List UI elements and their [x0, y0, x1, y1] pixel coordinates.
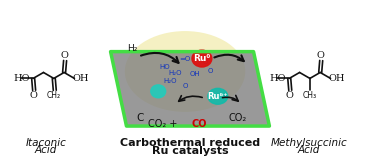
Text: O: O	[316, 51, 324, 60]
Text: Acid: Acid	[298, 145, 320, 155]
Text: O: O	[182, 83, 188, 89]
Text: H₂: H₂	[127, 44, 138, 53]
Text: OH: OH	[328, 74, 345, 83]
Text: HO: HO	[13, 74, 30, 83]
Text: H₂O: H₂O	[168, 70, 182, 76]
Text: O: O	[207, 68, 212, 74]
Text: Ru⁰: Ru⁰	[193, 54, 211, 63]
Text: Acid: Acid	[35, 145, 57, 155]
Text: Itaconic: Itaconic	[26, 138, 67, 148]
Text: CH₃: CH₃	[303, 91, 317, 100]
Text: Methylsuccinic: Methylsuccinic	[271, 138, 347, 148]
Text: HO: HO	[160, 64, 170, 70]
Text: CH₂: CH₂	[47, 91, 61, 100]
Ellipse shape	[151, 85, 166, 98]
Ellipse shape	[208, 88, 228, 104]
Text: Ru catalysts: Ru catalysts	[152, 146, 228, 156]
Text: HO: HO	[270, 74, 286, 83]
Polygon shape	[111, 52, 270, 126]
Text: O: O	[285, 91, 293, 100]
Text: O: O	[29, 91, 37, 100]
Text: O: O	[60, 51, 68, 60]
Text: CO₂ +: CO₂ +	[147, 119, 180, 129]
Text: =O: =O	[180, 56, 191, 62]
Text: OH: OH	[72, 74, 88, 83]
Ellipse shape	[192, 50, 212, 67]
Text: Carbothermal reduced: Carbothermal reduced	[120, 138, 260, 148]
Text: CO₂: CO₂	[229, 113, 247, 123]
Ellipse shape	[125, 32, 245, 111]
Text: Ruᵟ⁺: Ruᵟ⁺	[208, 92, 228, 101]
Text: O: O	[202, 59, 208, 65]
Text: OH: OH	[190, 71, 200, 77]
Text: CO: CO	[192, 119, 208, 129]
Text: C: C	[137, 113, 144, 123]
Text: H₂O: H₂O	[163, 78, 177, 84]
